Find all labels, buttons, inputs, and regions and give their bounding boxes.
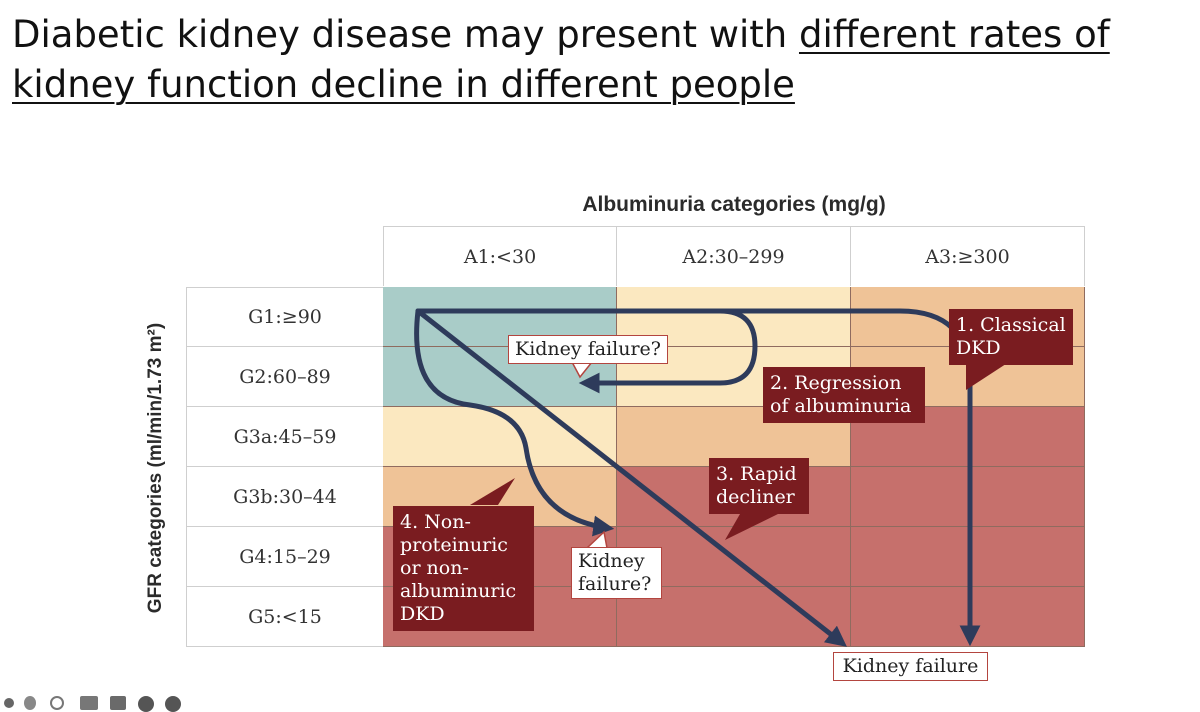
non-proteinuric-callout: 4. Non- proteinuric or non- albuminuric … <box>393 506 534 631</box>
albuminuria-axis-label: Albuminuria categories (mg/g) <box>582 193 886 216</box>
slide-title-lead: Diabetic kidney disease may present with <box>12 13 799 56</box>
kidney-failure-label: Kidney failure <box>833 652 988 681</box>
cell-g3a-a1 <box>383 407 617 467</box>
pen-icon[interactable] <box>24 696 36 710</box>
classical-callout-line1: 1. Classical <box>956 314 1066 336</box>
more-icon[interactable] <box>165 696 181 712</box>
kidney-failure-question-label: Kidney failure? <box>508 335 668 364</box>
classical-callout-line2: DKD <box>956 337 1001 359</box>
cell-g4-a3 <box>851 527 1085 587</box>
nonprot-callout-line4: albuminuric <box>400 580 517 602</box>
subtitle-icon[interactable] <box>110 696 126 710</box>
cell-g5-a3 <box>851 587 1085 647</box>
regression-callout-line2: of albuminuria <box>770 395 912 417</box>
column-header-a1: A1:<30 <box>383 226 617 286</box>
column-header-a2: A2:30–299 <box>617 226 851 286</box>
column-header-a3: A3:≥300 <box>851 226 1085 286</box>
regression-callout-line1: 2. Regression <box>770 372 902 394</box>
rapid-decliner-callout: 3. Rapid decliner <box>709 458 809 514</box>
nonprot-callout-line2: proteinuric <box>400 534 508 556</box>
row-header-g4: G4:15–29 <box>186 527 383 587</box>
slide-title-underlined: different rates of kidney function decli… <box>12 13 1110 106</box>
row-header-g5: G5:<15 <box>186 587 383 647</box>
row-header-g3b: G3b:30–44 <box>186 467 383 527</box>
slide-title: Diabetic kidney disease may present with… <box>12 10 1192 110</box>
nonprot-callout-line5: DKD <box>400 603 445 625</box>
row-header-g1: G1:≥90 <box>186 287 383 347</box>
rapid-callout-line1: 3. Rapid <box>716 463 797 485</box>
nonprot-callout-line3: or non- <box>400 557 469 579</box>
row-header-g3a: G3a:45–59 <box>186 407 383 467</box>
kf-q2-line1: Kidney <box>578 550 645 572</box>
kf-q2-line2: failure? <box>578 573 652 595</box>
cell-g3b-a3 <box>851 467 1085 527</box>
nonprot-callout-line1: 4. Non- <box>400 511 471 533</box>
grid-icon[interactable] <box>80 696 98 710</box>
regression-callout: 2. Regression of albuminuria <box>763 367 925 423</box>
classical-dkd-callout: 1. Classical DKD <box>949 309 1073 365</box>
row-header-g2: G2:60–89 <box>186 347 383 407</box>
pointer-icon[interactable] <box>138 696 154 712</box>
presentation-toolbar <box>0 692 200 712</box>
kidney-failure-question-label-2: Kidney failure? <box>571 547 662 599</box>
rapid-callout-line2: decliner <box>716 486 795 508</box>
gfr-axis-label: GFR categories (ml/min/1.73 m²) <box>145 322 166 614</box>
prev-icon[interactable] <box>4 698 14 708</box>
